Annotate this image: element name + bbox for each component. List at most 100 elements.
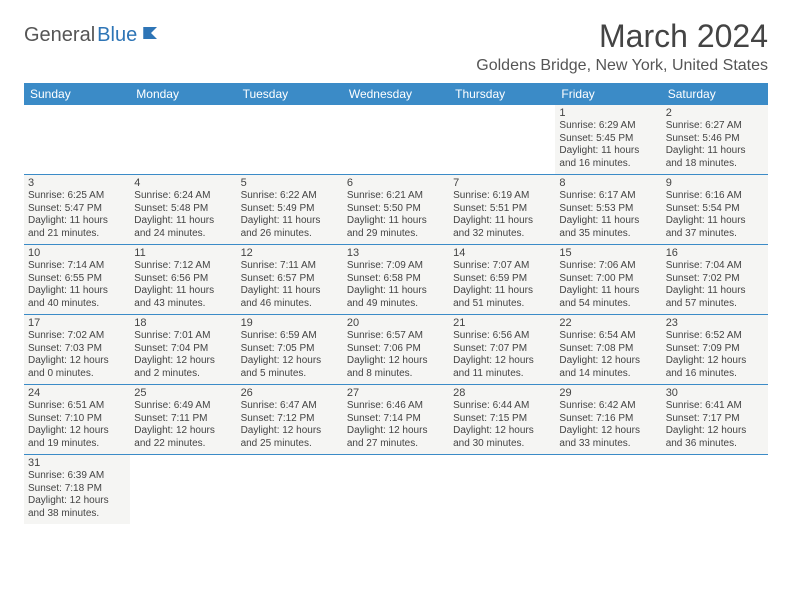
day-info: Sunrise: 7:09 AMSunset: 6:58 PMDaylight:… bbox=[347, 260, 445, 310]
day-info: Sunrise: 6:17 AMSunset: 5:53 PMDaylight:… bbox=[559, 190, 657, 240]
sunset-text: Sunset: 7:15 PM bbox=[453, 413, 551, 426]
daylight-text: Daylight: 11 hours and 18 minutes. bbox=[666, 145, 764, 170]
calendar-row: 1Sunrise: 6:29 AMSunset: 5:45 PMDaylight… bbox=[24, 105, 768, 175]
calendar-cell: 9Sunrise: 6:16 AMSunset: 5:54 PMDaylight… bbox=[662, 175, 768, 245]
sunset-text: Sunset: 7:17 PM bbox=[666, 413, 764, 426]
sunrise-text: Sunrise: 6:39 AM bbox=[28, 470, 126, 483]
sunset-text: Sunset: 5:51 PM bbox=[453, 203, 551, 216]
day-number: 4 bbox=[134, 177, 232, 189]
logo: General Blue bbox=[24, 18, 165, 47]
sunset-text: Sunset: 6:59 PM bbox=[453, 273, 551, 286]
day-number: 17 bbox=[28, 317, 126, 329]
sunrise-text: Sunrise: 6:56 AM bbox=[453, 330, 551, 343]
sunrise-text: Sunrise: 6:22 AM bbox=[241, 190, 339, 203]
day-number: 15 bbox=[559, 247, 657, 259]
sunset-text: Sunset: 7:08 PM bbox=[559, 343, 657, 356]
sunrise-text: Sunrise: 7:06 AM bbox=[559, 260, 657, 273]
page-title: March 2024 bbox=[476, 18, 768, 55]
sunrise-text: Sunrise: 6:47 AM bbox=[241, 400, 339, 413]
header: General Blue March 2024 Goldens Bridge, … bbox=[24, 18, 768, 75]
sunrise-text: Sunrise: 6:41 AM bbox=[666, 400, 764, 413]
calendar-row: 24Sunrise: 6:51 AMSunset: 7:10 PMDayligh… bbox=[24, 385, 768, 455]
weekday-header: Wednesday bbox=[343, 83, 449, 105]
sunset-text: Sunset: 5:47 PM bbox=[28, 203, 126, 216]
calendar-cell: 29Sunrise: 6:42 AMSunset: 7:16 PMDayligh… bbox=[555, 385, 661, 455]
sunrise-text: Sunrise: 7:01 AM bbox=[134, 330, 232, 343]
calendar-cell: 11Sunrise: 7:12 AMSunset: 6:56 PMDayligh… bbox=[130, 245, 236, 315]
sunrise-text: Sunrise: 6:44 AM bbox=[453, 400, 551, 413]
day-number: 9 bbox=[666, 177, 764, 189]
sunset-text: Sunset: 7:10 PM bbox=[28, 413, 126, 426]
calendar-cell bbox=[662, 455, 768, 525]
sunset-text: Sunset: 5:54 PM bbox=[666, 203, 764, 216]
sunrise-text: Sunrise: 6:49 AM bbox=[134, 400, 232, 413]
weekday-header: Sunday bbox=[24, 83, 130, 105]
sunset-text: Sunset: 7:03 PM bbox=[28, 343, 126, 356]
sunset-text: Sunset: 5:53 PM bbox=[559, 203, 657, 216]
sunrise-text: Sunrise: 7:07 AM bbox=[453, 260, 551, 273]
day-info: Sunrise: 6:22 AMSunset: 5:49 PMDaylight:… bbox=[241, 190, 339, 240]
day-info: Sunrise: 6:39 AMSunset: 7:18 PMDaylight:… bbox=[28, 470, 126, 520]
day-info: Sunrise: 6:21 AMSunset: 5:50 PMDaylight:… bbox=[347, 190, 445, 240]
sunrise-text: Sunrise: 6:16 AM bbox=[666, 190, 764, 203]
calendar-row: 10Sunrise: 7:14 AMSunset: 6:55 PMDayligh… bbox=[24, 245, 768, 315]
day-number: 18 bbox=[134, 317, 232, 329]
day-info: Sunrise: 6:47 AMSunset: 7:12 PMDaylight:… bbox=[241, 400, 339, 450]
calendar-row: 3Sunrise: 6:25 AMSunset: 5:47 PMDaylight… bbox=[24, 175, 768, 245]
weekday-header: Monday bbox=[130, 83, 236, 105]
weekday-header: Thursday bbox=[449, 83, 555, 105]
day-number: 13 bbox=[347, 247, 445, 259]
sunset-text: Sunset: 6:55 PM bbox=[28, 273, 126, 286]
calendar-cell bbox=[343, 455, 449, 525]
daylight-text: Daylight: 12 hours and 19 minutes. bbox=[28, 425, 126, 450]
calendar-row: 17Sunrise: 7:02 AMSunset: 7:03 PMDayligh… bbox=[24, 315, 768, 385]
day-number: 30 bbox=[666, 387, 764, 399]
calendar-body: 1Sunrise: 6:29 AMSunset: 5:45 PMDaylight… bbox=[24, 105, 768, 524]
sunrise-text: Sunrise: 6:42 AM bbox=[559, 400, 657, 413]
day-number: 11 bbox=[134, 247, 232, 259]
day-info: Sunrise: 7:06 AMSunset: 7:00 PMDaylight:… bbox=[559, 260, 657, 310]
weekday-header: Friday bbox=[555, 83, 661, 105]
logo-text-blue: Blue bbox=[97, 24, 137, 47]
weekday-header: Tuesday bbox=[237, 83, 343, 105]
day-info: Sunrise: 6:19 AMSunset: 5:51 PMDaylight:… bbox=[453, 190, 551, 240]
sunrise-text: Sunrise: 6:52 AM bbox=[666, 330, 764, 343]
sunset-text: Sunset: 5:49 PM bbox=[241, 203, 339, 216]
sunrise-text: Sunrise: 6:24 AM bbox=[134, 190, 232, 203]
day-number: 31 bbox=[28, 457, 126, 469]
calendar-cell: 5Sunrise: 6:22 AMSunset: 5:49 PMDaylight… bbox=[237, 175, 343, 245]
sunrise-text: Sunrise: 7:11 AM bbox=[241, 260, 339, 273]
calendar-cell: 28Sunrise: 6:44 AMSunset: 7:15 PMDayligh… bbox=[449, 385, 555, 455]
calendar-cell: 18Sunrise: 7:01 AMSunset: 7:04 PMDayligh… bbox=[130, 315, 236, 385]
daylight-text: Daylight: 11 hours and 57 minutes. bbox=[666, 285, 764, 310]
day-info: Sunrise: 6:25 AMSunset: 5:47 PMDaylight:… bbox=[28, 190, 126, 240]
calendar-table: Sunday Monday Tuesday Wednesday Thursday… bbox=[24, 83, 768, 524]
day-number: 25 bbox=[134, 387, 232, 399]
day-number: 21 bbox=[453, 317, 551, 329]
calendar-cell bbox=[237, 455, 343, 525]
calendar-cell: 27Sunrise: 6:46 AMSunset: 7:14 PMDayligh… bbox=[343, 385, 449, 455]
calendar-cell: 16Sunrise: 7:04 AMSunset: 7:02 PMDayligh… bbox=[662, 245, 768, 315]
day-info: Sunrise: 6:49 AMSunset: 7:11 PMDaylight:… bbox=[134, 400, 232, 450]
calendar-cell: 23Sunrise: 6:52 AMSunset: 7:09 PMDayligh… bbox=[662, 315, 768, 385]
day-number: 2 bbox=[666, 107, 764, 119]
day-info: Sunrise: 6:24 AMSunset: 5:48 PMDaylight:… bbox=[134, 190, 232, 240]
daylight-text: Daylight: 12 hours and 27 minutes. bbox=[347, 425, 445, 450]
calendar-cell: 15Sunrise: 7:06 AMSunset: 7:00 PMDayligh… bbox=[555, 245, 661, 315]
day-number: 10 bbox=[28, 247, 126, 259]
calendar-cell: 1Sunrise: 6:29 AMSunset: 5:45 PMDaylight… bbox=[555, 105, 661, 175]
sunset-text: Sunset: 5:48 PM bbox=[134, 203, 232, 216]
calendar-cell bbox=[555, 455, 661, 525]
sunrise-text: Sunrise: 7:09 AM bbox=[347, 260, 445, 273]
daylight-text: Daylight: 12 hours and 25 minutes. bbox=[241, 425, 339, 450]
day-info: Sunrise: 6:59 AMSunset: 7:05 PMDaylight:… bbox=[241, 330, 339, 380]
day-info: Sunrise: 6:44 AMSunset: 7:15 PMDaylight:… bbox=[453, 400, 551, 450]
day-info: Sunrise: 7:02 AMSunset: 7:03 PMDaylight:… bbox=[28, 330, 126, 380]
day-info: Sunrise: 6:52 AMSunset: 7:09 PMDaylight:… bbox=[666, 330, 764, 380]
sunrise-text: Sunrise: 7:14 AM bbox=[28, 260, 126, 273]
daylight-text: Daylight: 12 hours and 0 minutes. bbox=[28, 355, 126, 380]
daylight-text: Daylight: 11 hours and 40 minutes. bbox=[28, 285, 126, 310]
daylight-text: Daylight: 11 hours and 49 minutes. bbox=[347, 285, 445, 310]
calendar-cell bbox=[130, 455, 236, 525]
day-number: 3 bbox=[28, 177, 126, 189]
